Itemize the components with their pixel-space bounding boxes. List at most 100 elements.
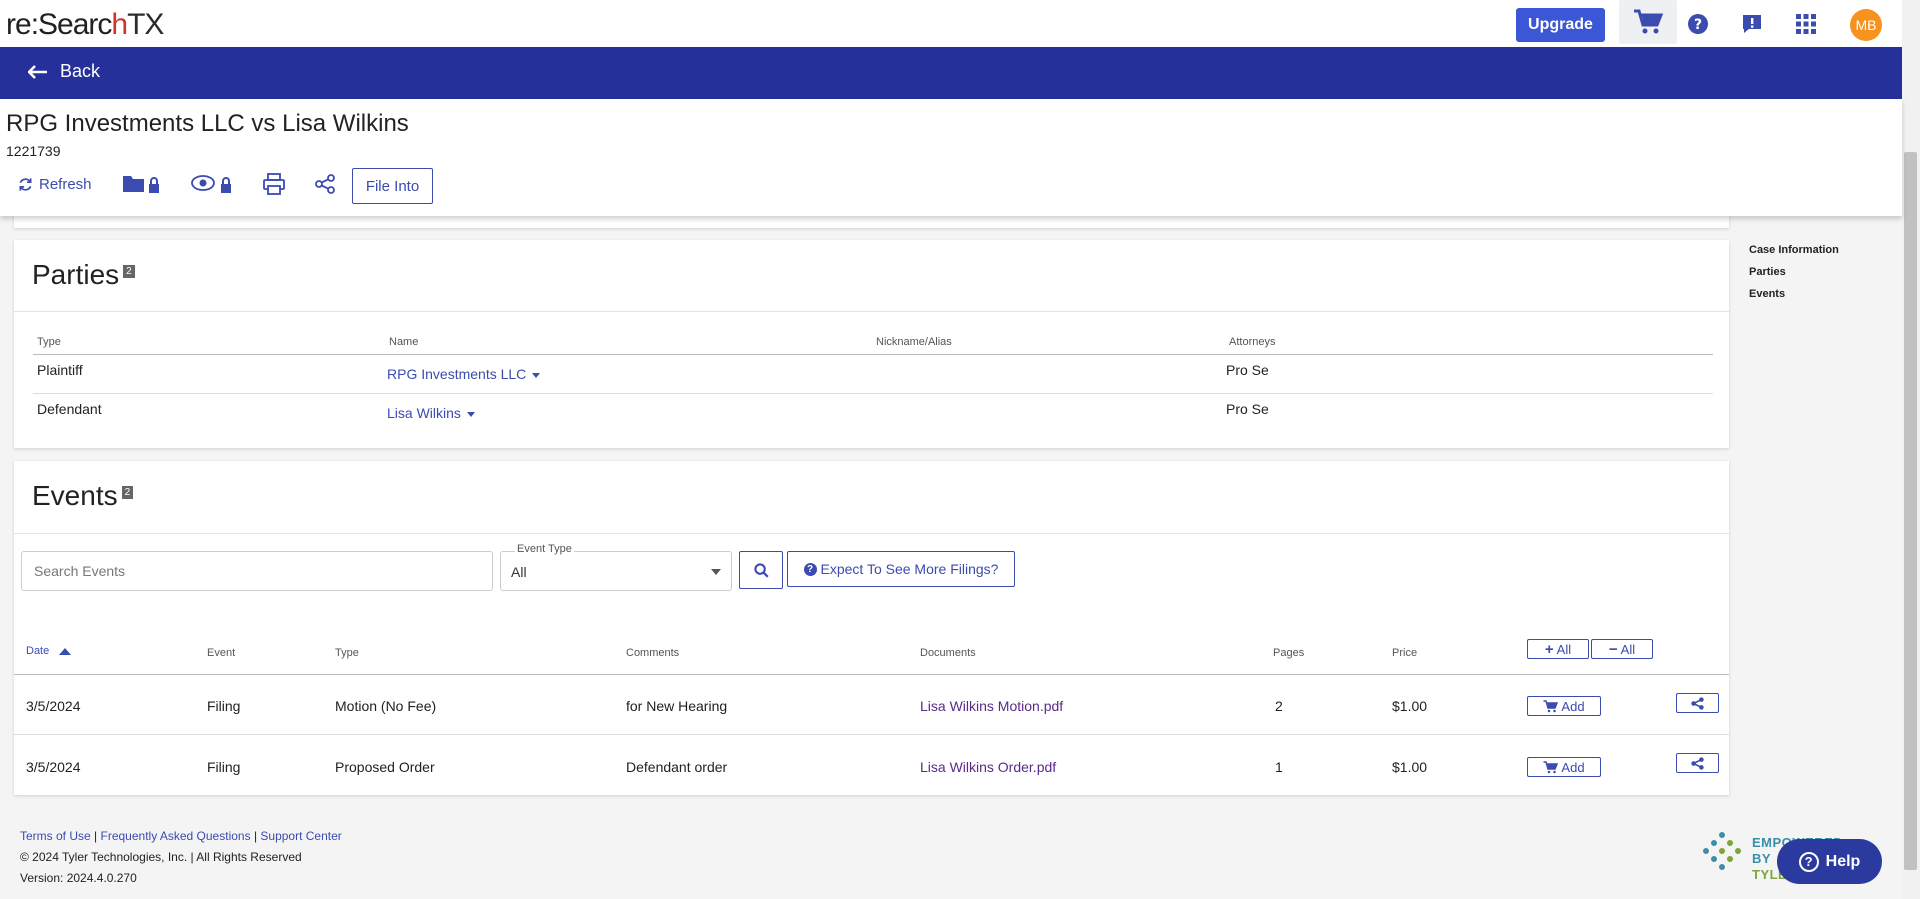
- search-events-input[interactable]: [21, 551, 493, 591]
- divider: [14, 533, 1729, 534]
- copyright: © 2024 Tyler Technologies, Inc. | All Ri…: [20, 850, 302, 864]
- section-nav-case-information[interactable]: Case Information: [1749, 244, 1839, 256]
- row-line: [33, 393, 1713, 394]
- event-event: Filing: [207, 698, 241, 714]
- scrollbar-thumb[interactable]: [1904, 152, 1917, 870]
- col-comments: Comments: [626, 647, 680, 659]
- event-type-select[interactable]: Event Type All: [500, 543, 732, 591]
- header-line: [14, 674, 1729, 675]
- logo-colon: :: [30, 8, 39, 41]
- row-line: [14, 734, 1729, 735]
- faq-link[interactable]: Frequently Asked Questions: [100, 829, 251, 843]
- apps-button[interactable]: [1788, 6, 1824, 42]
- events-title: Events 2: [32, 480, 134, 512]
- sort-asc-icon: [59, 647, 72, 655]
- section-nav-parties[interactable]: Parties: [1749, 266, 1786, 278]
- party-name-dropdown[interactable]: RPG Investments LLC: [387, 366, 541, 382]
- search-button[interactable]: [739, 551, 783, 589]
- back-button[interactable]: Back: [28, 61, 100, 82]
- file-into-button[interactable]: File Into: [352, 168, 433, 204]
- print-button[interactable]: [263, 165, 285, 203]
- cart-button[interactable]: [1619, 0, 1677, 44]
- event-type-label: Event Type: [515, 543, 574, 555]
- parties-card: Parties 2 Type Name Nickname/Alias Attorn…: [14, 240, 1729, 448]
- share-icon: [315, 174, 335, 194]
- event-comments: Defendant order: [626, 759, 728, 775]
- share-row-button[interactable]: [1676, 753, 1719, 773]
- case-header: RPG Investments LLC vs Lisa Wilkins 1221…: [0, 99, 1902, 216]
- question-circle-icon: ?: [803, 562, 817, 576]
- add-to-cart-button[interactable]: Add: [1527, 757, 1601, 777]
- caret-down-icon: [532, 372, 541, 378]
- logo-part2: Searc: [38, 8, 112, 41]
- add-to-cart-button[interactable]: Add: [1527, 696, 1601, 716]
- event-type-value: All: [511, 564, 527, 580]
- col-attorneys: Attorneys: [1229, 336, 1276, 348]
- expect-more-filings-button[interactable]: ? Expect To See More Filings?: [787, 551, 1015, 587]
- logo-part1: re: [6, 8, 32, 41]
- divider: [14, 311, 1729, 312]
- folder-lock-icon: [123, 176, 159, 193]
- terms-link[interactable]: Terms of Use: [20, 829, 91, 843]
- share-button[interactable]: [315, 165, 335, 203]
- party-name-dropdown[interactable]: Lisa Wilkins: [387, 405, 475, 421]
- plus-icon: +: [1544, 640, 1554, 658]
- folder-lock-button[interactable]: [122, 165, 162, 203]
- question-circle-icon: ?: [1688, 14, 1708, 34]
- remove-all-button[interactable]: − All: [1591, 639, 1653, 659]
- cart-icon: [1543, 699, 1559, 712]
- add-all-button[interactable]: + All: [1527, 639, 1589, 659]
- document-link[interactable]: Lisa Wilkins Motion.pdf: [920, 698, 1064, 714]
- share-row-button[interactable]: [1676, 693, 1719, 713]
- section-nav: Case Information Parties Events: [1749, 244, 1839, 310]
- support-link[interactable]: Support Center: [260, 829, 342, 843]
- event-price: $1.00: [1392, 698, 1428, 714]
- col-date-sort[interactable]: Date: [26, 645, 72, 657]
- refresh-icon: [19, 177, 32, 191]
- section-nav-events[interactable]: Events: [1749, 288, 1786, 300]
- arrow-left-icon: [28, 64, 47, 79]
- avatar[interactable]: MB: [1850, 9, 1882, 41]
- col-pages: Pages: [1273, 647, 1305, 659]
- event-date: 3/5/2024: [26, 759, 81, 775]
- svg-text:?: ?: [1694, 17, 1702, 33]
- question-circle-icon: ?: [1798, 851, 1819, 872]
- add-all-label: All: [1556, 641, 1572, 657]
- upgrade-button[interactable]: Upgrade: [1516, 8, 1605, 42]
- separator: |: [253, 829, 258, 843]
- remove-all-label: All: [1620, 641, 1636, 657]
- help-label: Help: [1825, 852, 1861, 870]
- tyler-logo-icon: [1703, 832, 1741, 870]
- party-name: Lisa Wilkins: [387, 405, 461, 421]
- event-pages: 1: [1275, 759, 1283, 775]
- version: Version: 2024.4.0.270: [20, 871, 137, 885]
- party-name: RPG Investments LLC: [387, 366, 527, 382]
- help-circle-button[interactable]: ?: [1680, 6, 1716, 42]
- case-number: 1221739: [6, 143, 61, 159]
- help-button[interactable]: ? Help: [1777, 839, 1882, 884]
- events-title-text: Events: [32, 480, 118, 511]
- parties-title: Parties 2: [32, 259, 135, 291]
- header-line: [33, 354, 1713, 355]
- event-event: Filing: [207, 759, 241, 775]
- event-pages: 2: [1275, 698, 1283, 714]
- party-type: Plaintiff: [37, 362, 83, 378]
- refresh-label: Refresh: [39, 175, 92, 193]
- feedback-button[interactable]: [1734, 6, 1770, 42]
- logo-tx: TX: [127, 8, 164, 41]
- share-icon: [1691, 756, 1704, 770]
- parties-count-badge: 2: [123, 265, 135, 278]
- feedback-icon: [1743, 15, 1761, 33]
- party-attorneys: Pro Se: [1226, 362, 1269, 378]
- document-link[interactable]: Lisa Wilkins Order.pdf: [920, 759, 1057, 775]
- event-type: Motion (No Fee): [335, 698, 437, 714]
- logo-q: h: [111, 8, 128, 41]
- logo[interactable]: re:SearchTX: [6, 8, 164, 42]
- caret-down-icon: [466, 411, 475, 417]
- refresh-button[interactable]: Refresh: [18, 165, 92, 203]
- eye-lock-button[interactable]: [191, 165, 235, 203]
- col-type: Type: [335, 647, 359, 659]
- col-name: Name: [389, 336, 419, 348]
- separator: |: [94, 829, 98, 843]
